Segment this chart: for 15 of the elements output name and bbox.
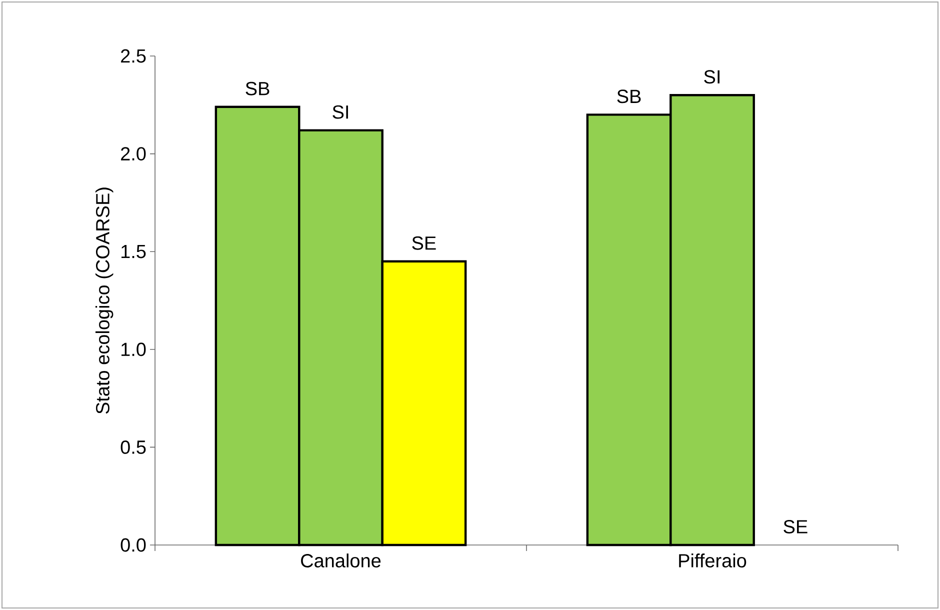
text: SE [784, 520, 808, 534]
y-tick-label: 0.0 [120, 538, 146, 552]
y-tick-label: 2.5 [121, 49, 146, 63]
y-axis-title: Stato ecologico (COARSE) [95, 188, 114, 414]
series-label: SE [412, 236, 436, 250]
series-label: SB [617, 90, 641, 104]
y-tick-label: 0.5 [120, 440, 146, 454]
text: SI [704, 70, 720, 84]
x-tick-label: Canalone [301, 554, 381, 568]
y-tick-label: 1.5 [122, 244, 146, 258]
y-tick-label: 2.0 [121, 147, 146, 161]
series-label: SI [332, 105, 348, 119]
x-tick-label: Pifferaio [679, 554, 746, 568]
text: SB [246, 82, 270, 96]
y-tick-label: 1.0 [122, 342, 146, 356]
